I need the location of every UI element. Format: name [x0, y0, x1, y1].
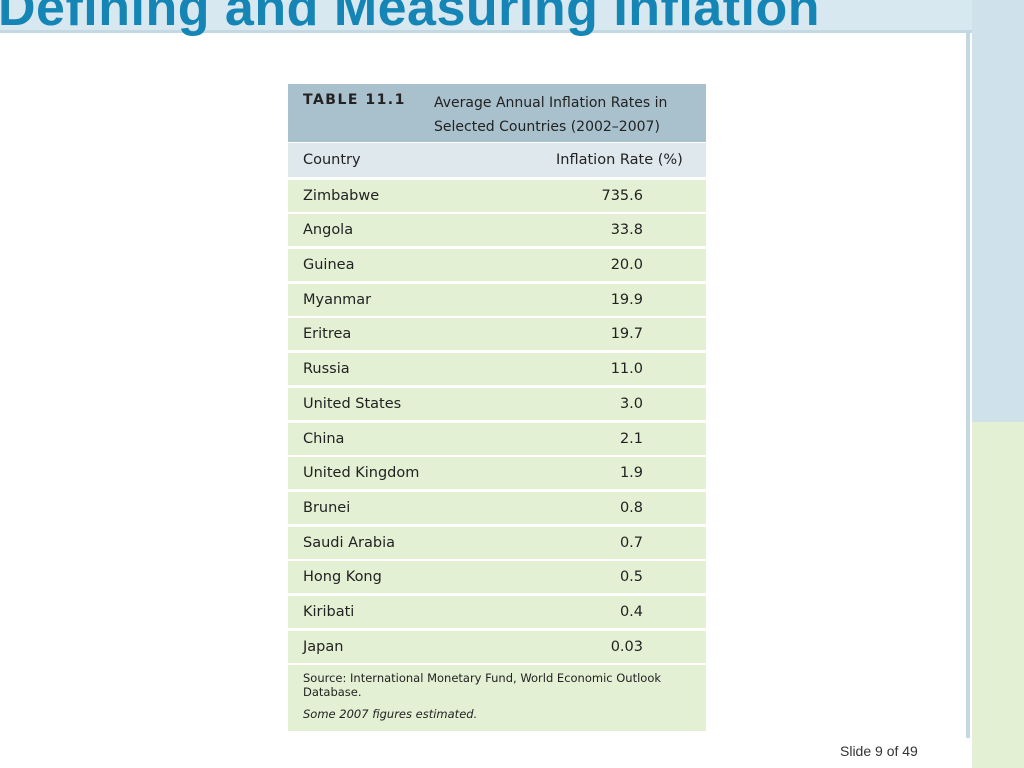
- table-row: Angola 33.8: [288, 214, 706, 247]
- table-row: Saudi Arabia 0.7: [288, 526, 706, 559]
- inflation-table: TABLE 11.1 Average Annual Inflation Rate…: [288, 84, 706, 732]
- table-row: Hong Kong 0.5: [288, 561, 706, 594]
- country-cell: Saudi Arabia: [303, 534, 396, 551]
- rate-cell: 1.9: [619, 465, 643, 482]
- table-row: United States 3.0: [288, 387, 706, 420]
- header-country: Country: [303, 152, 361, 168]
- country-cell: Zimbabwe: [303, 187, 380, 204]
- country-cell: United Kingdom: [303, 465, 420, 482]
- country-cell: Japan: [303, 638, 344, 655]
- table-row: United Kingdom 1.9: [288, 457, 706, 490]
- top-band: [0, 0, 972, 30]
- country-cell: Eritrea: [303, 326, 352, 343]
- frame-line-horizontal: [0, 30, 972, 33]
- table-header-row: Country Inflation Rate (%): [288, 143, 706, 177]
- table-source: Source: International Monetary Fund, Wor…: [288, 665, 706, 732]
- rate-cell: 0.8: [619, 499, 643, 516]
- table-row: Myanmar 19.9: [288, 283, 706, 316]
- table-row: China 2.1: [288, 422, 706, 455]
- table-row: Russia 11.0: [288, 353, 706, 386]
- table-row: Japan 0.03: [288, 630, 706, 663]
- right-decor-strip-blue: [972, 0, 1024, 422]
- table-row: Eritrea 19.7: [288, 318, 706, 351]
- country-cell: Brunei: [303, 499, 351, 516]
- table-caption: TABLE 11.1 Average Annual Inflation Rate…: [288, 84, 706, 142]
- estimate-note: Some 2007 figures estimated.: [303, 707, 478, 722]
- table-row: Zimbabwe 735.6: [288, 179, 706, 212]
- header-inflation-rate: Inflation Rate (%): [556, 152, 683, 168]
- country-cell: United States: [303, 395, 402, 412]
- country-cell: Hong Kong: [303, 569, 382, 586]
- rate-cell: 0.4: [619, 603, 643, 620]
- country-cell: Angola: [303, 222, 354, 239]
- table-body: Zimbabwe 735.6 Angola 33.8 Guinea 20.0 Myanmar…: [288, 179, 706, 663]
- rate-cell: 0.03: [610, 638, 643, 655]
- rate-cell: 19.7: [610, 326, 643, 343]
- country-cell: Russia: [303, 361, 350, 378]
- rate-cell: 0.5: [619, 569, 643, 586]
- country-cell: Kiribati: [303, 603, 355, 620]
- rate-cell: 11.0: [610, 361, 643, 378]
- slide-number: Slide 9 of 49: [840, 743, 918, 759]
- country-cell: China: [303, 430, 345, 447]
- rate-cell: 735.6: [601, 187, 643, 204]
- table-row: Brunei 0.8: [288, 491, 706, 524]
- rate-cell: 33.8: [610, 222, 643, 239]
- source-text: Source: International Monetary Fund, Wor…: [303, 671, 662, 700]
- rate-cell: 0.7: [619, 534, 643, 551]
- rate-cell: 2.1: [619, 430, 643, 447]
- right-decor-strip-green: [972, 422, 1024, 768]
- table-caption-title: Average Annual Inflation Rates in Select…: [434, 95, 668, 135]
- slide-title: Defining and Measuring Inflation: [0, 0, 820, 37]
- rate-cell: 19.9: [610, 291, 643, 308]
- frame-line-vertical: [966, 30, 970, 738]
- rate-cell: 3.0: [619, 395, 643, 412]
- table-row: Kiribati 0.4: [288, 595, 706, 628]
- table-row: Guinea 20.0: [288, 249, 706, 282]
- rate-cell: 20.0: [610, 257, 643, 274]
- table-tag: TABLE 11.1: [303, 92, 406, 108]
- country-cell: Myanmar: [303, 291, 372, 308]
- country-cell: Guinea: [303, 257, 355, 274]
